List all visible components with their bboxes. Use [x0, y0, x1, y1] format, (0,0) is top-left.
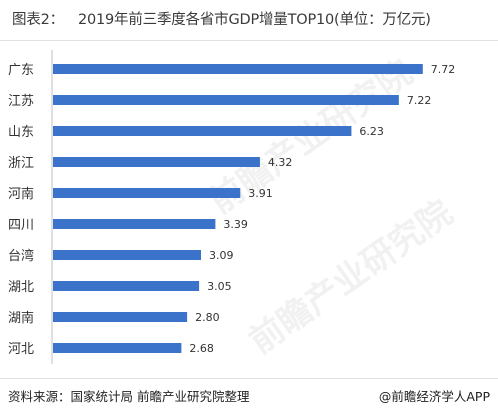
- value-label: 3.39: [223, 218, 248, 231]
- value-label: 4.32: [268, 156, 293, 169]
- value-label: 3.09: [209, 249, 234, 262]
- source-note: 资料来源：国家统计局 前瞻产业研究院整理: [8, 389, 250, 404]
- category-label: 江苏: [8, 93, 34, 109]
- category-label: 四川: [8, 218, 34, 233]
- brand-label: @前瞻经济学人APP: [378, 389, 490, 404]
- value-label: 6.23: [359, 125, 384, 138]
- category-label: 广东: [8, 63, 34, 78]
- header-divider: [0, 40, 498, 41]
- bar: [53, 95, 399, 105]
- value-label: 7.72: [431, 63, 456, 76]
- category-label: 湖北: [8, 280, 34, 295]
- figure-label: 图表2：: [12, 12, 64, 28]
- category-label: 河北: [8, 342, 34, 357]
- chart-title: 图表2： 2019年前三季度各省市GDP增量TOP10(单位：万亿元): [12, 8, 431, 29]
- value-label: 7.22: [407, 94, 432, 107]
- bar: [53, 219, 216, 229]
- bar: [53, 250, 202, 260]
- value-label: 2.68: [189, 342, 214, 355]
- bar: [53, 281, 200, 291]
- category-label: 浙江: [8, 156, 34, 171]
- category-label: 山东: [8, 125, 34, 140]
- bar: [53, 188, 241, 198]
- bar: [53, 64, 423, 74]
- bar: [53, 157, 260, 167]
- footer-divider: [0, 378, 498, 379]
- bar: [53, 343, 182, 353]
- category-label: 河南: [8, 186, 34, 202]
- category-label: 台湾: [8, 248, 34, 264]
- bar-chart: 广东 7.72 江苏 7.22 山东 6.23 浙江 4.32 河南 3.91 四川 3.39 台湾 3.…: [8, 50, 456, 364]
- title-text: 2019年前三季度各省市GDP增量TOP10(单位：万亿元): [77, 12, 431, 28]
- bar: [53, 126, 352, 136]
- category-label: 湖南: [8, 310, 34, 326]
- bar: [53, 312, 188, 322]
- value-label: 2.80: [195, 311, 220, 324]
- value-label: 3.05: [207, 280, 232, 293]
- value-label: 3.91: [248, 187, 273, 200]
